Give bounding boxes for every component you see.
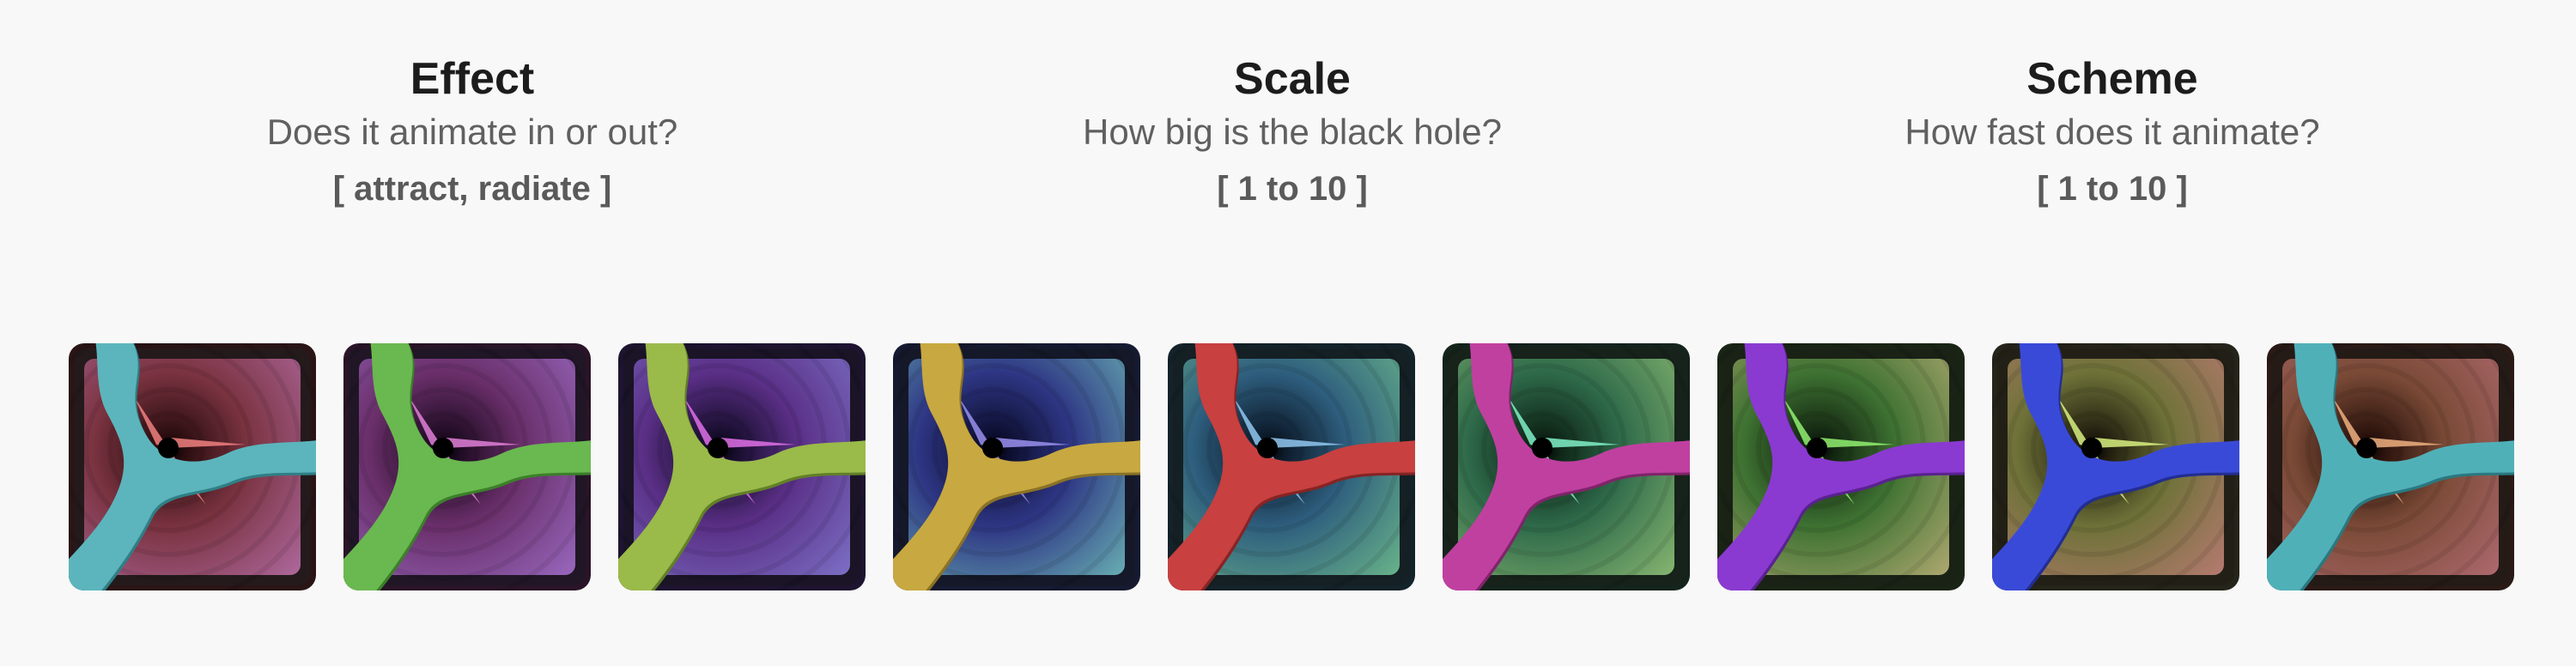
- black-hole-preview: [1717, 343, 1965, 590]
- preview-tile: [1443, 343, 1690, 590]
- param-title: Effect: [410, 54, 535, 104]
- ribbon: [1168, 343, 1415, 590]
- ribbon: [618, 343, 866, 590]
- black-hole-core: [982, 438, 1003, 458]
- ribbon: [893, 343, 1140, 590]
- black-hole-preview: [2267, 343, 2514, 590]
- preview-tile: [69, 343, 316, 590]
- black-hole-core: [1257, 438, 1278, 458]
- black-hole-preview: [1992, 343, 2239, 590]
- black-hole-core: [2081, 438, 2102, 458]
- preview-tile: [2267, 343, 2514, 590]
- preview-tiles: [69, 343, 2516, 590]
- black-hole-preview: [1443, 343, 1690, 590]
- param-title: Scale: [1234, 54, 1351, 104]
- black-hole-core: [2356, 438, 2377, 458]
- preview-tile: [343, 343, 591, 590]
- param-title: Scheme: [2026, 54, 2198, 104]
- preview-tile: [1717, 343, 1965, 590]
- black-hole-preview: [343, 343, 591, 590]
- ribbon: [1443, 343, 1690, 590]
- black-hole-preview: [618, 343, 866, 590]
- param-range: [ attract, radiate ]: [332, 170, 612, 208]
- preview-tile: [1992, 343, 2239, 590]
- param-effect: Effect Does it animate in or out? [ attr…: [129, 51, 816, 211]
- black-hole-core: [433, 438, 453, 458]
- black-hole-preview: [893, 343, 1140, 590]
- ribbon: [1717, 343, 1965, 590]
- ribbon: [343, 343, 591, 590]
- param-question: How big is the black hole?: [1083, 112, 1502, 152]
- param-question: How fast does it animate?: [1905, 112, 2320, 152]
- param-scheme: Scheme How fast does it animate? [ 1 to …: [1769, 51, 2456, 211]
- black-hole-core: [708, 438, 728, 458]
- ribbon: [1992, 343, 2239, 590]
- preview-tile: [893, 343, 1140, 590]
- black-hole-core: [1807, 438, 1827, 458]
- ribbon: [2267, 343, 2514, 590]
- param-range: [ 1 to 10 ]: [1217, 170, 1368, 208]
- param-scale: Scale How big is the black hole? [ 1 to …: [949, 51, 1636, 211]
- param-question: Does it animate in or out?: [266, 112, 678, 152]
- preview-tile: [1168, 343, 1415, 590]
- black-hole-core: [158, 438, 179, 458]
- preview-tile: [618, 343, 866, 590]
- ribbon: [69, 343, 316, 590]
- black-hole-preview: [1168, 343, 1415, 590]
- param-range: [ 1 to 10 ]: [2037, 170, 2188, 208]
- black-hole-preview: [69, 343, 316, 590]
- black-hole-core: [1532, 438, 1552, 458]
